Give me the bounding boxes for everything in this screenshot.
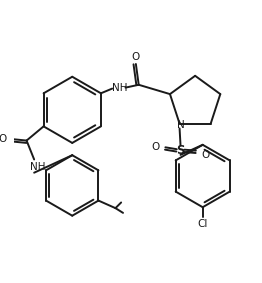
Text: O: O xyxy=(0,134,6,144)
Text: O: O xyxy=(201,150,209,160)
Text: O: O xyxy=(152,142,160,152)
Text: O: O xyxy=(132,52,140,62)
Text: NH: NH xyxy=(30,162,46,172)
Text: N: N xyxy=(177,120,184,130)
Text: NH: NH xyxy=(112,83,128,93)
Text: Cl: Cl xyxy=(198,219,208,229)
Text: S: S xyxy=(176,144,185,157)
